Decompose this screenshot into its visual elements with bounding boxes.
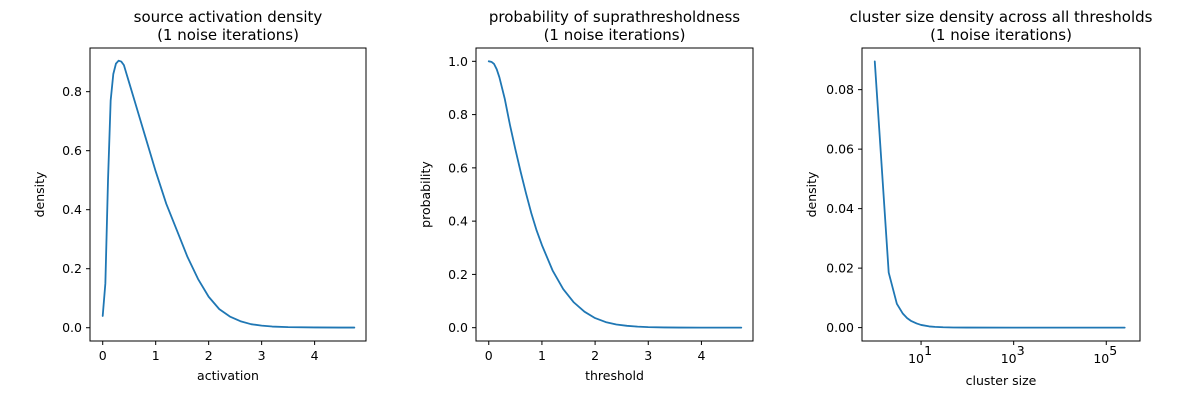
y-axis-label: density [32, 171, 47, 217]
x-tick-label: 2 [591, 348, 599, 363]
x-axis-label: threshold [585, 368, 644, 383]
y-tick-label: 0.0 [62, 320, 82, 335]
y-tick-label: 1.0 [448, 54, 468, 69]
y-tick-label: 0.8 [62, 84, 82, 99]
x-tick-label: 3 [258, 348, 266, 363]
x-tick-label: 4 [311, 348, 319, 363]
chart-title-line-2: (1 noise iterations) [930, 26, 1072, 44]
x-tick-label: 10 [1093, 351, 1109, 366]
x-axis-label: activation [197, 368, 259, 383]
x-tick-label: 3 [644, 348, 652, 363]
x-tick-label: 4 [697, 348, 705, 363]
x-tick-label: 0 [99, 348, 107, 363]
series-line [101, 59, 356, 329]
x-tick-label: 10 [1001, 351, 1017, 366]
x-tick-label: 1 [152, 348, 160, 363]
y-tick-label: 0.06 [826, 142, 854, 157]
chart-title-line-1: probability of suprathresholdness [489, 8, 740, 26]
x-tick-label: 1 [538, 348, 546, 363]
chart-title-line-1: cluster size density across all threshol… [849, 8, 1152, 26]
plot-frame [89, 47, 367, 342]
x-axis-label: cluster size [966, 373, 1037, 388]
x-tick-label-exponent: 3 [1017, 343, 1025, 358]
chart-source-activation-density: source activation density(1 noise iterat… [32, 8, 367, 383]
y-axis-label: probability [418, 161, 433, 228]
chart-title-line-2: (1 noise iterations) [544, 26, 686, 44]
y-tick-label: 0.6 [62, 143, 82, 158]
y-tick-label: 0.2 [62, 261, 82, 276]
y-tick-label: 0.4 [448, 214, 468, 229]
y-tick-label: 0.00 [826, 320, 854, 335]
chart-title-line-2: (1 noise iterations) [157, 26, 299, 44]
x-tick-label-exponent: 1 [924, 343, 932, 358]
chart-probability-of-suprathresholdness: probability of suprathresholdness(1 nois… [418, 8, 754, 383]
x-tick-label: 0 [485, 348, 493, 363]
chart-title-line-1: source activation density [134, 8, 323, 26]
y-tick-label: 0.0 [448, 320, 468, 335]
y-tick-label: 0.8 [448, 107, 468, 122]
x-tick-label: 10 [908, 351, 924, 366]
series-line [487, 60, 743, 329]
x-tick-label: 2 [205, 348, 213, 363]
y-tick-label: 0.08 [826, 82, 854, 97]
y-tick-label: 0.6 [448, 160, 468, 175]
plot-frame [861, 47, 1141, 342]
y-tick-label: 0.4 [62, 202, 82, 217]
plot-frame [475, 47, 754, 342]
series-line [873, 60, 1126, 329]
y-tick-label: 0.2 [448, 267, 468, 282]
y-axis-label: density [804, 171, 819, 217]
y-tick-label: 0.04 [826, 201, 854, 216]
chart-cluster-size-density: cluster size density across all threshol… [804, 8, 1153, 388]
y-tick-label: 0.02 [826, 261, 854, 276]
x-tick-label-exponent: 5 [1109, 343, 1117, 358]
